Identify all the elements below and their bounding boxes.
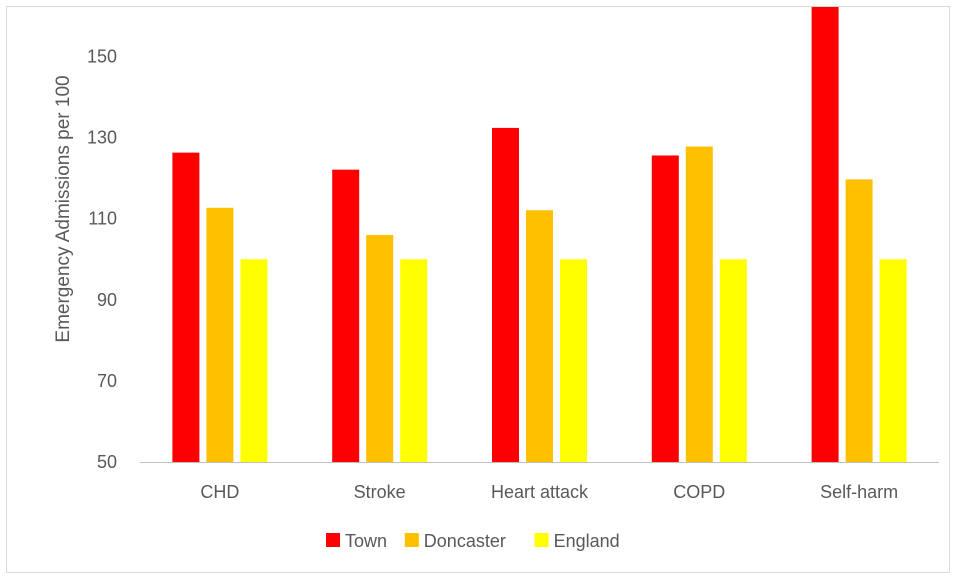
y-axis-label: Emergency Admissions per 100	[53, 75, 74, 342]
bar-england-copd	[719, 259, 747, 462]
bars	[172, 0, 907, 463]
bar-town-self-harm	[811, 0, 839, 463]
x-category-label: CHD	[200, 482, 239, 502]
legend-label: England	[554, 531, 620, 551]
x-category-label: COPD	[673, 482, 725, 502]
legend-swatch	[404, 533, 419, 547]
x-category-label: Self-harm	[820, 482, 898, 502]
legend-item-doncaster: Doncaster	[404, 531, 506, 551]
bar-doncaster-stroke	[366, 234, 394, 462]
bar-town-chd	[172, 152, 200, 462]
bar-england-chd	[240, 259, 268, 462]
chart-frame: 50 70 90 110 130 150 Emergency Admissions per…	[6, 0, 950, 573]
bar-doncaster-chd	[206, 207, 234, 462]
legend-item-england: England	[534, 531, 620, 551]
bar-england-heart-attack	[560, 259, 587, 462]
legend: Town Doncaster England	[326, 531, 620, 551]
bar-doncaster-heart-attack	[526, 210, 553, 462]
y-tick-label: 50	[97, 452, 117, 472]
bar-town-copd	[651, 155, 679, 462]
bar-doncaster-copd	[685, 146, 713, 462]
legend-label: Town	[345, 531, 387, 551]
bar-town-stroke	[332, 169, 360, 462]
legend-swatch	[326, 533, 340, 547]
y-tick-label: 110	[88, 209, 117, 229]
bar-england-stroke	[400, 259, 428, 462]
bar-doncaster-self-harm	[845, 179, 873, 462]
x-category-label: Heart attack	[491, 482, 589, 502]
y-tick-label: 70	[97, 371, 117, 391]
legend-item-town: Town	[326, 531, 387, 551]
y-axis-ticks: 50 70 90 110 130 150	[87, 47, 117, 472]
legend-label: Doncaster	[424, 531, 506, 551]
y-tick-label: 150	[87, 47, 117, 67]
bar-town-heart-attack	[492, 127, 519, 462]
y-tick-label: 130	[87, 128, 117, 148]
bar-chart: 50 70 90 110 130 150 Emergency Admissions per…	[53, 0, 939, 551]
x-axis-categories: CHD Stroke Heart attack COPD Self-harm	[200, 482, 898, 502]
bar-england-self-harm	[879, 259, 907, 462]
y-tick-label: 90	[97, 290, 117, 310]
legend-swatch	[534, 533, 549, 547]
x-category-label: Stroke	[354, 482, 406, 502]
